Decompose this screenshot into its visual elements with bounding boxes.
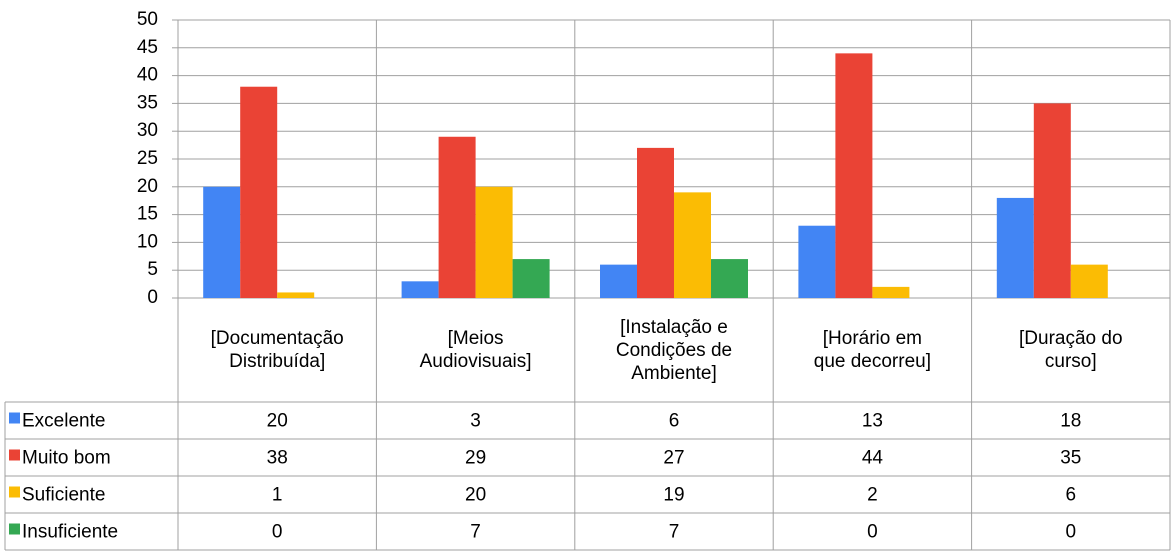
table-value: 18 [1060, 411, 1081, 432]
y-tick-label: 50 [137, 9, 158, 30]
table-value: 20 [267, 411, 288, 432]
category-label-box: [Documentação Distribuída] [210, 328, 344, 372]
bar [996, 197, 1034, 298]
category-label-box: [Horário em que decorreu] [813, 328, 931, 372]
table-value: 0 [1066, 522, 1077, 543]
bar [600, 264, 637, 298]
table-value: 1 [272, 485, 283, 506]
y-tick-label: 30 [137, 120, 158, 141]
legend-swatch [9, 412, 20, 424]
bar [438, 136, 476, 298]
y-tick-label: 35 [137, 92, 158, 113]
y-tick-label: 40 [137, 65, 158, 86]
legend-swatch [9, 486, 20, 498]
bar [240, 86, 278, 298]
table-value: 13 [862, 411, 883, 432]
bar [637, 147, 674, 298]
x-tick-label: [Documentação Distribuída] [210, 328, 344, 372]
table-value: 7 [470, 522, 481, 543]
legend-swatch [9, 523, 20, 535]
bar [1033, 103, 1071, 299]
table-value: 29 [465, 448, 486, 469]
y-tick-label: 20 [137, 176, 158, 197]
y-tick-label: 45 [137, 37, 158, 58]
legend-swatch [9, 449, 20, 461]
bar [475, 186, 513, 298]
y-tick-label: 0 [147, 287, 158, 308]
y-tick-label: 25 [137, 148, 158, 169]
table-value: 6 [669, 411, 680, 432]
legend-label: Insuficiente [22, 522, 118, 543]
table-value: 20 [465, 485, 486, 506]
category-label-box: [Instalação e Condições de Ambiente] [615, 316, 733, 384]
table-value: 38 [267, 448, 288, 469]
legend-label: Muito bom [22, 448, 111, 469]
legend-label: Suficiente [22, 485, 105, 506]
y-tick-label: 15 [137, 204, 158, 225]
y-tick-label: 5 [147, 259, 158, 280]
bar [1070, 264, 1108, 298]
bar [674, 192, 711, 298]
x-tick-label: [Meios Audiovisuais] [419, 328, 532, 372]
table-value: 7 [669, 522, 680, 543]
table-value: 35 [1060, 448, 1081, 469]
table-value: 27 [663, 448, 684, 469]
category-label-box: [Meios Audiovisuais] [419, 328, 532, 372]
bar [835, 53, 873, 298]
bar [872, 286, 910, 298]
x-tick-label: [Duração do curso] [1019, 328, 1123, 372]
y-tick-label: 10 [137, 231, 158, 252]
bar [798, 225, 836, 298]
table-value: 0 [272, 522, 283, 543]
table-value: 0 [867, 522, 878, 543]
bar [203, 186, 241, 298]
bar [401, 281, 439, 298]
bar [512, 259, 550, 298]
table-value: 3 [470, 411, 481, 432]
bar [277, 292, 315, 298]
x-tick-label: [Instalação e Condições de Ambiente] [615, 316, 733, 384]
table-value: 6 [1066, 485, 1077, 506]
category-label-box: [Duração do curso] [1019, 328, 1123, 372]
table-value: 44 [862, 448, 884, 469]
table-value: 2 [867, 485, 878, 506]
table-value: 19 [663, 485, 684, 506]
x-tick-label: [Horário em que decorreu] [813, 328, 931, 372]
bar [711, 259, 748, 298]
legend-label: Excelente [22, 411, 105, 432]
